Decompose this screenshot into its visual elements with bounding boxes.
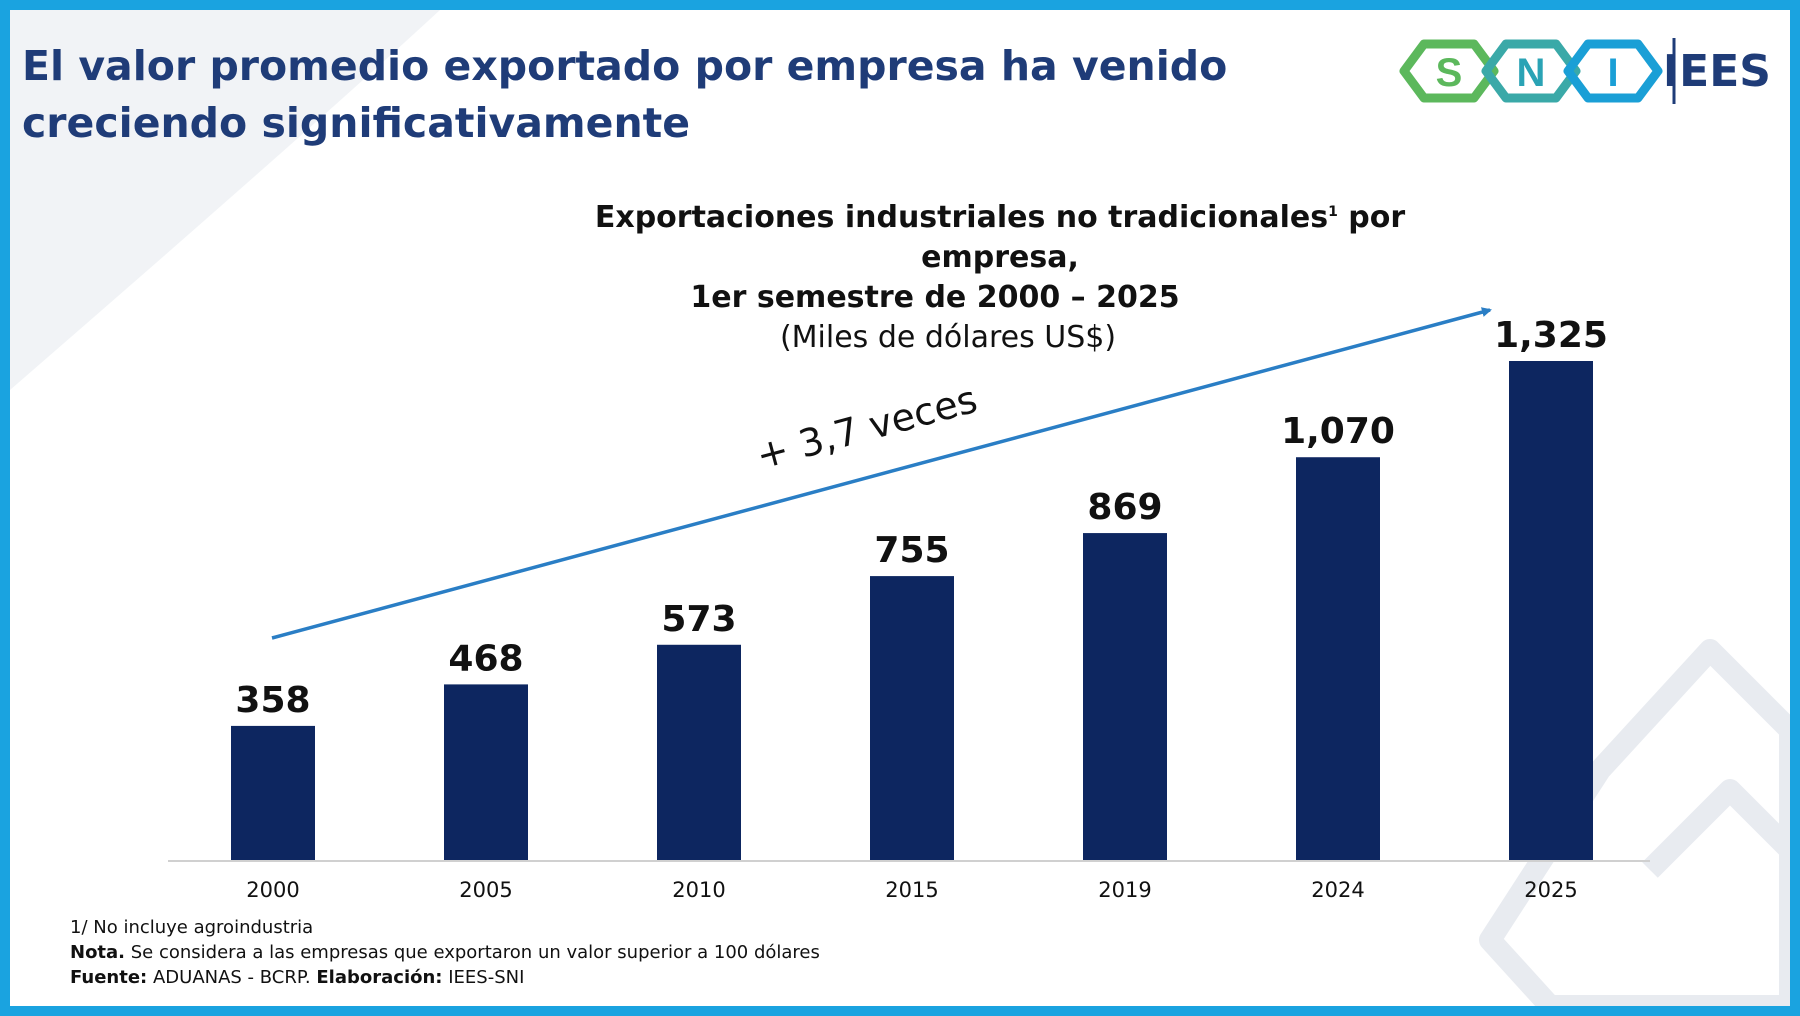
slide-title: El valor promedio exportado por empresa …: [22, 42, 1228, 147]
trend-arrow: [271, 307, 1492, 640]
elaboracion-text: IEES-SNI: [442, 967, 525, 988]
bar-chart: 358 2000 468 2005 573 2010 755 2015 869 2019 1,070…: [168, 307, 1650, 902]
data-label-2019: 869: [1087, 487, 1162, 528]
x-tick-label-2025: 2025: [1524, 878, 1577, 902]
logo-letter-n: N: [1517, 51, 1546, 95]
data-label-2024: 1,070: [1281, 411, 1395, 452]
x-tick-label-2024: 2024: [1311, 878, 1364, 902]
bar-2019: [1083, 533, 1167, 861]
fuente-label: Fuente:: [70, 967, 148, 988]
bars-layer: 358 2000 468 2005 573 2010 755 2015 869 2019 1,070…: [231, 315, 1608, 902]
sni-iees-logo: S N I IEES: [1399, 38, 1771, 104]
x-tick-label-2019: 2019: [1098, 878, 1151, 902]
nota-text: Se considera a las empresas que exportar…: [125, 942, 820, 963]
chart-notes: 1/ No incluye agroindustria Nota. Se con…: [70, 915, 820, 990]
source-line: Fuente: ADUANAS - BCRP. Elaboración: IEE…: [70, 965, 820, 990]
bar-2015: [870, 576, 954, 861]
chart-title-line-2: 1er semestre de 2000 – 2025: [690, 280, 1180, 315]
chart-title-text: Exportaciones industriales no tradiciona…: [594, 200, 1329, 235]
nota-line: Nota. Se considera a las empresas que ex…: [70, 940, 820, 965]
footnote: 1/ No incluye agroindustria: [70, 917, 314, 938]
data-label-2005: 468: [448, 638, 523, 679]
bar-2024: [1296, 457, 1380, 861]
logo-letter-i: I: [1607, 51, 1618, 95]
data-label-2025: 1,325: [1494, 315, 1608, 356]
x-tick-label-2000: 2000: [246, 878, 299, 902]
bar-2005: [444, 684, 528, 861]
nota-label: Nota.: [70, 942, 126, 963]
data-label-2015: 755: [874, 530, 949, 571]
logo-org-text: IEES: [1663, 46, 1771, 97]
data-label-2000: 358: [235, 680, 310, 721]
chart-title-text-end: por empresa,: [921, 200, 1406, 275]
data-label-2010: 573: [661, 599, 736, 640]
chart-title-footnote-mark: 1: [1328, 204, 1338, 220]
logo-letter-s: S: [1436, 51, 1463, 95]
chart-subtitle: (Miles de dólares US$): [779, 320, 1117, 355]
elaboracion-label: Elaboración:: [316, 967, 443, 988]
background-decoration: [10, 10, 1790, 1006]
sni-logo-mark: S N I: [1399, 39, 1663, 103]
x-tick-label-2005: 2005: [459, 878, 512, 902]
bar-2025: [1509, 361, 1593, 861]
bar-2000: [231, 725, 315, 861]
chart-title-line-1: Exportaciones industriales no tradiciona…: [430, 192, 1430, 278]
fuente-text: ADUANAS - BCRP.: [147, 967, 317, 988]
trend-annotation: + 3,7 veces: [752, 377, 982, 478]
chart-title: Exportaciones industriales no tradiciona…: [430, 192, 1430, 358]
bar-2010: [657, 644, 741, 861]
x-tick-label-2015: 2015: [885, 878, 938, 902]
x-tick-label-2010: 2010: [672, 878, 725, 902]
